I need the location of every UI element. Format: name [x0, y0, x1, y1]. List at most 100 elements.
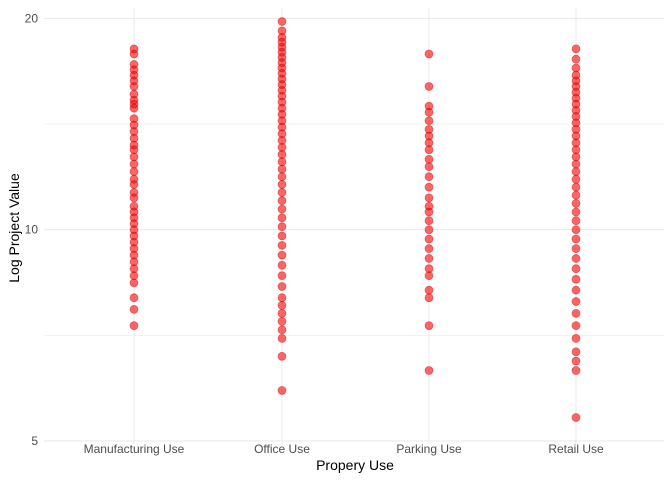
data-point — [129, 49, 139, 59]
data-point — [129, 167, 139, 177]
data-point — [424, 116, 434, 126]
data-point — [424, 366, 434, 375]
data-point — [571, 274, 581, 284]
data-point — [277, 308, 287, 318]
data-point — [424, 271, 434, 281]
data-point — [424, 254, 434, 263]
data-point — [277, 282, 287, 291]
data-point — [424, 285, 434, 295]
data-point — [424, 293, 434, 303]
data-point — [424, 162, 434, 172]
data-point — [129, 103, 139, 113]
data-point — [571, 182, 581, 192]
data-point — [424, 216, 434, 226]
data-point — [129, 159, 139, 169]
minor-gridlines — [44, 123, 664, 336]
x-tick-label: Manufacturing Use — [84, 442, 185, 456]
data-point — [424, 49, 434, 59]
y-tick-label: 5 — [31, 434, 38, 448]
data-point — [424, 234, 434, 244]
data-point — [571, 308, 581, 318]
x-tick-label: Parking Use — [396, 442, 462, 456]
data-point — [571, 174, 581, 184]
data-point — [129, 293, 139, 303]
data-point — [277, 150, 287, 159]
data-point — [277, 250, 287, 260]
data-point — [424, 172, 434, 182]
data-point — [571, 159, 581, 169]
data-point — [571, 167, 581, 177]
y-axis-title: Log Project Value — [6, 173, 22, 283]
data-point — [277, 180, 287, 189]
x-axis-title: Propery Use — [316, 457, 394, 473]
data-point — [277, 164, 287, 174]
data-point — [571, 216, 581, 226]
data-point — [129, 193, 139, 203]
data-point — [277, 351, 287, 361]
data-point — [277, 386, 287, 395]
data-point — [129, 321, 139, 331]
data-point — [571, 356, 581, 366]
data-point — [571, 63, 581, 73]
data-point — [571, 190, 581, 200]
data-point — [424, 107, 434, 117]
data-point — [571, 225, 581, 235]
data-point — [277, 334, 287, 343]
x-tick-label: Office Use — [254, 442, 310, 456]
data-point — [571, 199, 581, 208]
y-tick-label: 20 — [25, 11, 39, 25]
data-point — [571, 334, 581, 343]
data-point — [277, 293, 287, 303]
data-point — [571, 254, 581, 263]
data-point — [277, 157, 287, 167]
data-point — [277, 240, 287, 250]
data-point — [571, 44, 581, 54]
data-point — [129, 180, 139, 189]
data-point — [424, 207, 434, 217]
data-point — [277, 204, 287, 214]
data-point — [424, 154, 434, 164]
data-point — [277, 17, 287, 26]
data-point — [571, 54, 581, 64]
data-point — [129, 82, 139, 91]
data-point — [571, 413, 581, 422]
data-point — [277, 271, 287, 281]
data-point — [571, 347, 581, 357]
data-point — [277, 188, 287, 197]
y-tick-label: 10 — [25, 223, 39, 237]
data-point — [424, 145, 434, 155]
data-point — [571, 297, 581, 306]
data-point — [424, 82, 434, 91]
data-point — [424, 182, 434, 192]
data-point — [571, 264, 581, 274]
data-point — [277, 317, 287, 326]
y-axis-tick-labels: 5 10 20 — [25, 11, 39, 447]
data-point — [571, 285, 581, 295]
data-points — [129, 17, 581, 422]
data-point — [129, 304, 139, 314]
data-point — [277, 260, 287, 270]
data-point — [571, 207, 581, 217]
data-point — [277, 196, 287, 206]
data-point — [277, 172, 287, 182]
data-point — [129, 257, 139, 267]
data-point — [129, 271, 139, 281]
data-point — [424, 193, 434, 203]
x-axis-tick-labels: Manufacturing Use Office Use Parking Use Re… — [84, 442, 604, 456]
data-point — [277, 231, 287, 241]
data-point — [277, 325, 287, 335]
data-point — [424, 244, 434, 253]
data-point — [277, 222, 287, 232]
data-point — [571, 244, 581, 253]
data-point — [424, 321, 434, 331]
data-point — [571, 366, 581, 375]
data-point — [571, 152, 581, 162]
data-point — [277, 301, 287, 310]
x-tick-label: Retail Use — [548, 442, 604, 456]
data-point — [277, 213, 287, 223]
data-point — [129, 152, 139, 162]
data-point — [571, 234, 581, 244]
data-point — [424, 225, 434, 235]
data-point — [571, 321, 581, 331]
